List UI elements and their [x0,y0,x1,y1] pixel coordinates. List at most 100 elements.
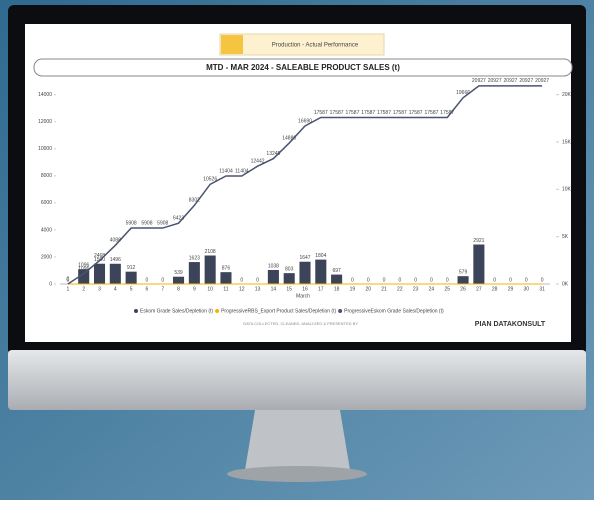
monitor-chin [8,350,586,410]
bar-label: 0 [146,277,149,283]
x-tick-label: 27 [476,286,482,292]
x-tick-label: 28 [492,286,498,292]
scene: Production - Actual Performance MTD - MA… [0,0,594,500]
brand: PIAN DATAKONSULT [475,321,546,328]
line-label: 13245 [266,151,280,157]
line-label: 5908 [157,220,168,226]
line-label: 17587 [393,110,407,116]
bar [173,277,184,284]
x-tick-label: 3 [98,286,101,292]
bar-label: 0 [161,277,164,283]
y-tick-label: 4000 [41,227,52,233]
bar-label: 0 [367,277,370,283]
y-tick-label: 10000 [38,146,52,152]
monitor-base [227,466,367,482]
bar-label: 0 [541,277,544,283]
line-label: 16690 [298,118,312,124]
bar [126,272,137,284]
y2-tick-label: 5K [562,234,569,240]
button-label: Production - Actual Performance [272,43,359,49]
line-label: 12442 [251,159,265,165]
bar [110,264,121,284]
bar-label: 0 [256,277,259,283]
bar-label: 2108 [205,249,216,255]
line-label: 5908 [126,220,137,226]
line-label: 5908 [141,220,152,226]
bar [473,245,484,284]
y-tick-label: 6000 [41,200,52,206]
line-label: 10526 [203,177,217,183]
y-tick-label: 2000 [41,254,52,260]
x-tick-label: 10 [207,286,213,292]
bar-label: 1496 [110,257,121,263]
x-tick-label: 22 [397,286,403,292]
bar [205,256,216,284]
line-label: 0 [67,276,70,282]
x-tick-label: 25 [444,286,450,292]
line-label: 20927 [472,78,486,84]
legend-marker [338,309,342,313]
bar-label: 1038 [268,263,279,269]
bar [299,262,310,284]
line-label: 14886 [282,135,296,141]
x-tick-label: 18 [334,286,340,292]
bar-label: 1647 [299,255,310,261]
y-tick-label: 14000 [38,92,52,98]
x-tick-label: 20 [365,286,371,292]
bar-label: 1623 [189,255,200,261]
line-label: 2468 [94,253,105,259]
x-tick-label: 29 [508,286,514,292]
x-tick-label: 4 [114,286,117,292]
legend-marker [134,309,138,313]
bar [458,276,469,284]
line-label: 20927 [519,78,533,84]
bar-label: 697 [332,268,341,274]
bar-label: 0 [509,277,512,283]
y2-tick-label: 0K [562,281,569,287]
y-tick-label: 0 [49,281,52,287]
bar-label: 0 [240,277,243,283]
bar-label: 876 [222,265,231,271]
x-tick-label: 13 [255,286,261,292]
line-label: 1096 [78,266,89,272]
y2-tick-label: 20K [562,92,572,98]
x-tick-label: 31 [539,286,545,292]
bar-label: 912 [127,265,136,271]
y-tick-label: 8000 [41,173,52,179]
line-label: 17587 [440,110,454,116]
x-axis-title: March [296,293,310,299]
legend-marker [215,309,219,313]
chart-title: MTD - MAR 2024 - SALEABLE PRODUCT SALES … [206,63,400,72]
bar [189,262,200,284]
bar [315,260,326,284]
x-tick-label: 19 [350,286,356,292]
line-label: 20927 [488,78,502,84]
legend-label: ProgressiveRBS_Export Product Sales/Depl… [221,308,336,314]
line-label: 17587 [409,110,423,116]
bar-label: 0 [430,277,433,283]
line-label: 11404 [235,168,249,174]
x-tick-label: 6 [146,286,149,292]
bar-label: 579 [459,270,468,276]
x-tick-label: 24 [429,286,435,292]
bar-label: 0 [398,277,401,283]
x-tick-label: 5 [130,286,133,292]
bar-label: 0 [493,277,496,283]
bar-label: 0 [525,277,528,283]
x-tick-label: 2 [82,286,85,292]
line-label: 17587 [345,110,359,116]
x-tick-label: 7 [161,286,164,292]
line-label: 19666 [456,90,470,96]
bar [220,272,231,284]
line-label: 17587 [314,110,328,116]
x-tick-label: 9 [193,286,196,292]
x-tick-label: 30 [524,286,530,292]
monitor-stand [245,410,350,470]
x-tick-label: 1 [67,286,70,292]
line-label: 17587 [377,110,391,116]
line-label: 17587 [424,110,438,116]
line-label: 17587 [330,110,344,116]
x-tick-label: 8 [177,286,180,292]
bar-label: 2921 [473,238,484,244]
bar-label: 803 [285,266,294,272]
